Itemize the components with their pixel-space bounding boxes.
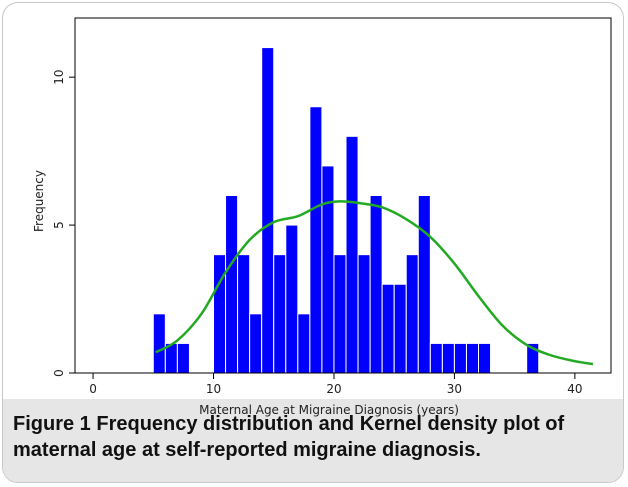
y-tick-label-0: 0 <box>52 369 66 377</box>
kernel-density-curve <box>155 200 594 366</box>
figure-frame: Figure 1 Frequency distribution and Kern… <box>2 2 624 483</box>
histogram-bar-22 <box>441 342 455 374</box>
histogram-bar-12 <box>321 165 335 374</box>
histogram-bar-0 <box>152 313 166 374</box>
histogram-bar-2 <box>176 342 190 374</box>
histogram-bar-19 <box>405 254 419 374</box>
y-tick-label-2: 10 <box>52 70 66 85</box>
histogram-bar-9 <box>285 224 299 374</box>
y-axis-label: Frequency <box>32 170 46 232</box>
histogram-bar-5 <box>237 254 251 374</box>
histogram-bar-25 <box>478 342 492 374</box>
histogram-bar-7 <box>261 47 275 374</box>
curve-layer <box>155 200 594 366</box>
histogram-bar-16 <box>369 195 383 374</box>
histogram-bar-24 <box>465 342 480 374</box>
axis-layer: 0 10 20 30 40 0 5 10 <box>52 17 612 396</box>
histogram-bar-13 <box>333 254 347 374</box>
histogram-bar-15 <box>357 254 371 374</box>
histogram-bar-17 <box>381 283 395 374</box>
bars-layer <box>152 47 540 374</box>
x-tick-label-3: 30 <box>447 382 462 396</box>
histogram-bar-11 <box>309 106 323 374</box>
caption-text: Frequency distribution and Kernel densit… <box>13 413 565 461</box>
histogram-bar-14 <box>345 135 359 374</box>
x-tick-label-2: 20 <box>326 382 341 396</box>
histogram-bar-23 <box>453 342 467 374</box>
histogram-bar-4 <box>225 195 239 374</box>
histogram-bar-3 <box>213 254 227 374</box>
x-tick-label-4: 40 <box>567 382 582 396</box>
plot-border <box>74 17 612 374</box>
x-tick-label-1: 10 <box>206 382 221 396</box>
histogram-bar-18 <box>393 283 407 374</box>
caption-background <box>3 399 623 482</box>
x-axis-label: Maternal Age at Migraine Diagnosis (year… <box>199 403 459 417</box>
figure-caption: Figure 1 Frequency distribution and Kern… <box>13 411 613 463</box>
x-tick-label-0: 0 <box>89 382 97 396</box>
histogram-bar-8 <box>273 254 287 374</box>
histogram-bar-10 <box>297 313 311 374</box>
histogram-bar-6 <box>249 313 263 374</box>
y-tick-label-1: 5 <box>52 221 66 229</box>
caption-label: Figure 1 <box>13 413 91 435</box>
histogram-bar-21 <box>429 342 443 374</box>
histogram-bar-20 <box>417 195 431 374</box>
